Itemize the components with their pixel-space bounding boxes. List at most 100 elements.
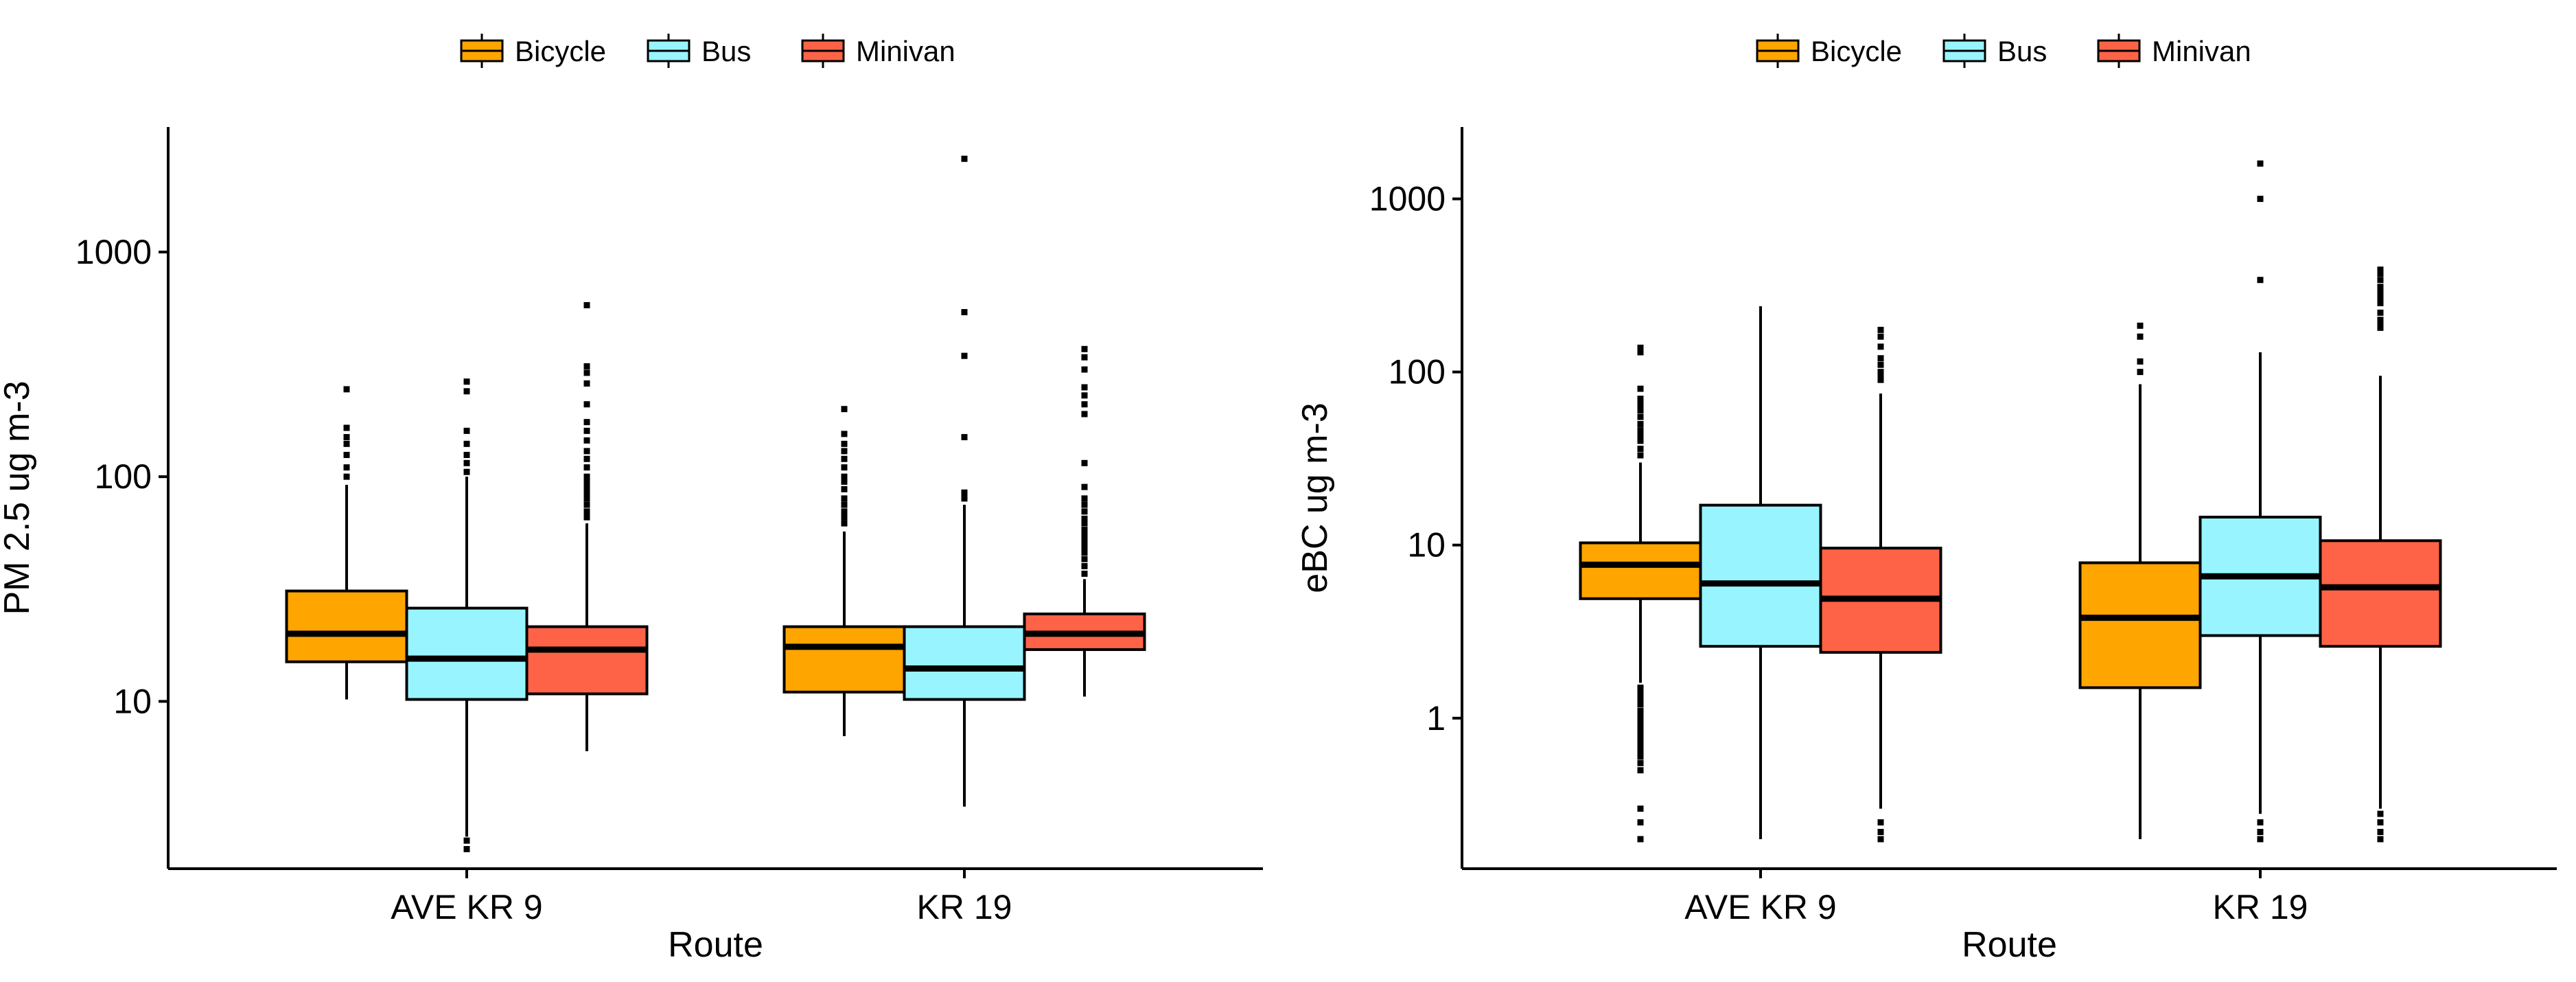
outlier-point bbox=[583, 501, 590, 508]
y-tick-label: 10 bbox=[113, 682, 152, 720]
iqr-box bbox=[903, 625, 1026, 701]
outlier-point bbox=[1081, 366, 1088, 373]
outlier-point bbox=[1081, 515, 1088, 522]
box-minivan-ave-kr-9 bbox=[1819, 326, 1942, 843]
outlier-point bbox=[1877, 343, 1884, 350]
y-tick-label: 1000 bbox=[1369, 180, 1446, 218]
outlier-point bbox=[1081, 483, 1088, 490]
outlier-point bbox=[1081, 556, 1088, 562]
x-tick-label: AVE KR 9 bbox=[391, 888, 542, 926]
outlier-point bbox=[1637, 421, 1644, 428]
legend-label: Minivan bbox=[2152, 35, 2251, 67]
outlier-point bbox=[583, 380, 590, 387]
outlier-point bbox=[583, 464, 590, 471]
outlier-point bbox=[1637, 707, 1644, 714]
outlier-point bbox=[343, 464, 350, 471]
outlier-point bbox=[463, 378, 470, 385]
outlier-point bbox=[2377, 270, 2384, 277]
outlier-point bbox=[2137, 358, 2144, 365]
box-bus-kr-19 bbox=[903, 155, 1026, 807]
outlier-point bbox=[583, 478, 590, 485]
outlier-point bbox=[2377, 324, 2384, 331]
outlier-point bbox=[1637, 742, 1644, 749]
outlier-point bbox=[583, 427, 590, 434]
outlier-point bbox=[2377, 277, 2384, 284]
outlier-point bbox=[1081, 392, 1088, 399]
outlier-point bbox=[463, 837, 470, 844]
outlier-point bbox=[583, 455, 590, 462]
iqr-box bbox=[405, 606, 529, 701]
outlier-point bbox=[1637, 684, 1644, 691]
outlier-point bbox=[1637, 437, 1644, 444]
y-tick-label: 1000 bbox=[76, 233, 152, 271]
outlier-point bbox=[463, 440, 470, 447]
outlier-point bbox=[583, 483, 590, 490]
y-axis-title: eBC ug m-3 bbox=[1295, 402, 1335, 593]
outlier-point bbox=[1637, 432, 1644, 439]
outlier-point bbox=[1637, 396, 1644, 402]
outlier-point bbox=[1637, 711, 1644, 718]
outlier-point bbox=[1637, 446, 1644, 453]
y-tick-label: 100 bbox=[1389, 353, 1446, 391]
outlier-point bbox=[1877, 819, 1884, 826]
outlier-point bbox=[583, 301, 590, 308]
outlier-point bbox=[1081, 411, 1088, 418]
outlier-point bbox=[961, 495, 968, 502]
x-tick-label: KR 19 bbox=[917, 888, 1012, 926]
iqr-box bbox=[1699, 503, 1822, 648]
outlier-point bbox=[2137, 333, 2144, 340]
box-minivan-kr-19 bbox=[2319, 266, 2442, 843]
box-minivan-ave-kr-9 bbox=[525, 301, 649, 751]
outlier-point bbox=[1637, 760, 1644, 766]
outlier-point bbox=[583, 495, 590, 502]
outlier-point bbox=[583, 473, 590, 480]
box-bicycle-ave-kr-9 bbox=[1579, 344, 1702, 843]
outlier-point bbox=[2257, 277, 2264, 284]
box-bus-kr-19 bbox=[2198, 160, 2322, 843]
outlier-point bbox=[1637, 427, 1644, 434]
legend-label: Bicycle bbox=[1811, 35, 1902, 67]
outlier-point bbox=[1637, 767, 1644, 774]
outlier-point bbox=[2137, 369, 2144, 376]
outlier-point bbox=[1637, 806, 1644, 812]
outlier-point bbox=[841, 440, 848, 447]
outlier-point bbox=[1637, 819, 1644, 826]
outlier-point bbox=[841, 406, 848, 413]
outlier-point bbox=[583, 448, 590, 455]
outlier-point bbox=[1081, 459, 1088, 466]
outlier-point bbox=[583, 401, 590, 408]
outlier-point bbox=[343, 473, 350, 480]
legend: Bicycle Bus Minivan bbox=[460, 34, 955, 68]
outlier-point bbox=[2137, 322, 2144, 329]
box-bicycle-kr-19 bbox=[782, 406, 906, 737]
outlier-point bbox=[343, 434, 350, 441]
y-tick-label: 100 bbox=[95, 457, 152, 496]
outlier-point bbox=[1877, 829, 1884, 836]
outlier-point bbox=[463, 845, 470, 852]
legend-item-minivan: Minivan bbox=[2097, 34, 2251, 68]
legend-item-bus: Bus bbox=[1942, 34, 2047, 68]
outlier-point bbox=[1637, 385, 1644, 392]
outlier-point bbox=[841, 508, 848, 515]
outlier-point bbox=[2377, 294, 2384, 301]
legend-label: Bicycle bbox=[515, 35, 606, 67]
outlier-point bbox=[961, 434, 968, 441]
legend-item-bicycle: Bicycle bbox=[460, 34, 606, 68]
outlier-point bbox=[1081, 501, 1088, 508]
outlier-point bbox=[1637, 344, 1644, 351]
outlier-point bbox=[1081, 532, 1088, 538]
outlier-point bbox=[1637, 715, 1644, 722]
outlier-point bbox=[583, 419, 590, 426]
x-tick-label: AVE KR 9 bbox=[1684, 888, 1836, 926]
outlier-point bbox=[1081, 401, 1088, 408]
x-axis-title: Route bbox=[668, 925, 763, 965]
outlier-point bbox=[1877, 355, 1884, 362]
outlier-point bbox=[2257, 819, 2264, 826]
outlier-point bbox=[2377, 299, 2384, 306]
outlier-point bbox=[1637, 349, 1644, 356]
outlier-point bbox=[343, 386, 350, 393]
outlier-point bbox=[841, 520, 848, 527]
outlier-point bbox=[841, 431, 848, 437]
panel-1: Bicycle Bus Minivan 10 100 1000 AVE KR 9 KR 19 R… bbox=[0, 34, 1263, 965]
